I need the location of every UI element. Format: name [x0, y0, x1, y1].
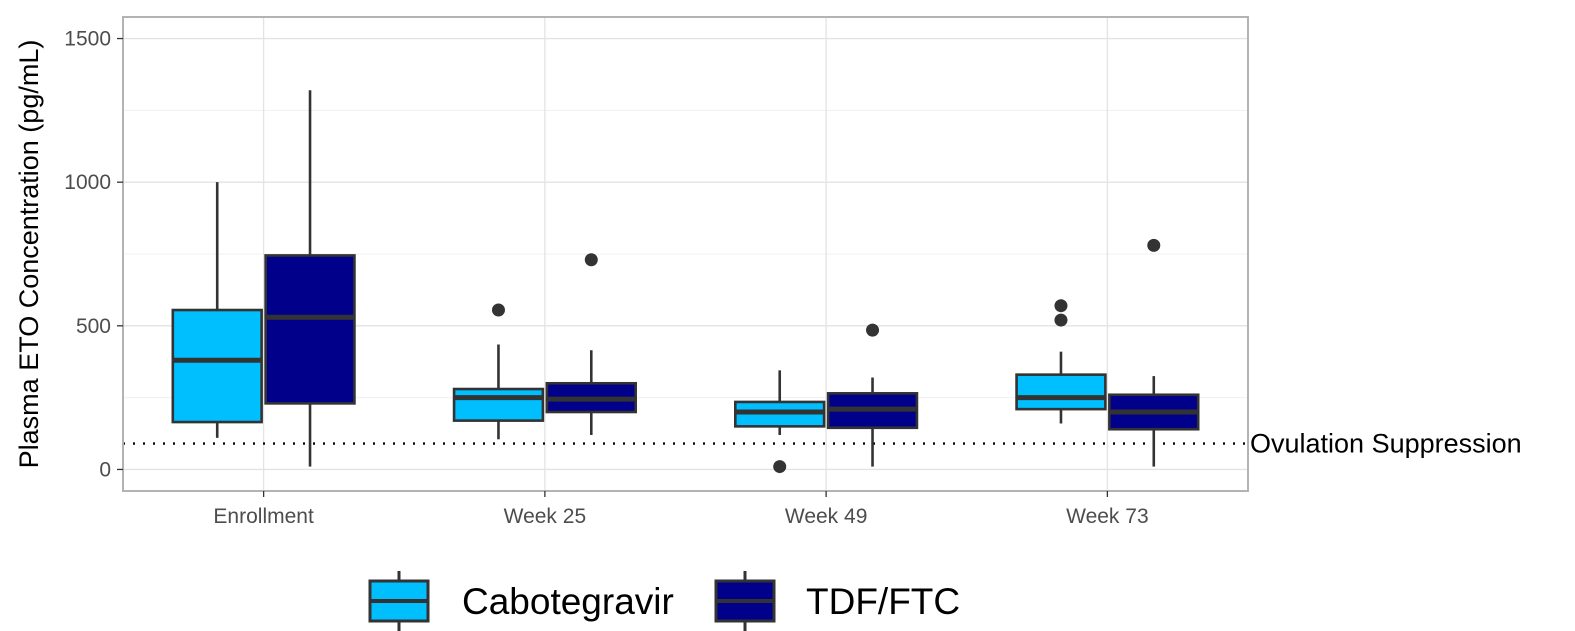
- outlier-point: [491, 303, 505, 317]
- y-tick-label: 500: [76, 315, 111, 338]
- box-cabotegravir-enrollment: [171, 182, 263, 438]
- box-tdf-ftc-enrollment: [264, 90, 356, 467]
- box-layer: [171, 90, 1200, 474]
- x-tick-label: Week 49: [785, 505, 868, 528]
- legend-item-cabotegravir: Cabotegravir: [368, 571, 674, 631]
- reference-line-label: Ovulation Suppression: [1250, 429, 1522, 459]
- outlier-point: [773, 460, 787, 474]
- x-tick-label: Enrollment: [213, 505, 314, 528]
- box-tdf-ftc-week-49: [826, 323, 919, 467]
- box-tdf-ftc-week-25: [545, 253, 637, 435]
- grid-layer: [123, 17, 1248, 491]
- y-axis-title: Plasma ETO Concentration (pg/mL): [14, 40, 44, 469]
- box-cabotegravir-week-73: [1015, 299, 1107, 424]
- iqr-box: [1015, 373, 1107, 411]
- box-tdf-ftc-week-73: [1108, 238, 1200, 467]
- legend-label: Cabotegravir: [462, 581, 674, 622]
- plot-panel-border: [122, 16, 1249, 492]
- outlier-point: [1054, 299, 1068, 313]
- outlier-point: [1054, 313, 1068, 327]
- iqr-box: [171, 308, 263, 424]
- iqr-box: [452, 387, 545, 422]
- y-tick-label: 1000: [64, 171, 111, 194]
- x-tick-label: Week 25: [504, 505, 587, 528]
- legend-label: TDF/FTC: [806, 581, 960, 622]
- y-tick-label: 0: [99, 458, 111, 481]
- box-cabotegravir-week-49: [734, 370, 826, 474]
- iqr-box: [264, 254, 356, 405]
- outlier-point: [1147, 238, 1161, 252]
- legend: Cabotegravir TDF/FTC: [368, 571, 960, 631]
- outlier-point: [866, 323, 880, 337]
- box-cabotegravir-week-25: [452, 303, 545, 440]
- outlier-point: [584, 253, 598, 267]
- x-tick-label: Week 73: [1066, 505, 1149, 528]
- axis-layer: 0 500 1000 1500 Enrollment Week 25 Week 49 Week…: [64, 28, 1148, 528]
- legend-item-tdf-ftc: TDF/FTC: [714, 571, 960, 631]
- y-tick-label: 1500: [64, 28, 111, 51]
